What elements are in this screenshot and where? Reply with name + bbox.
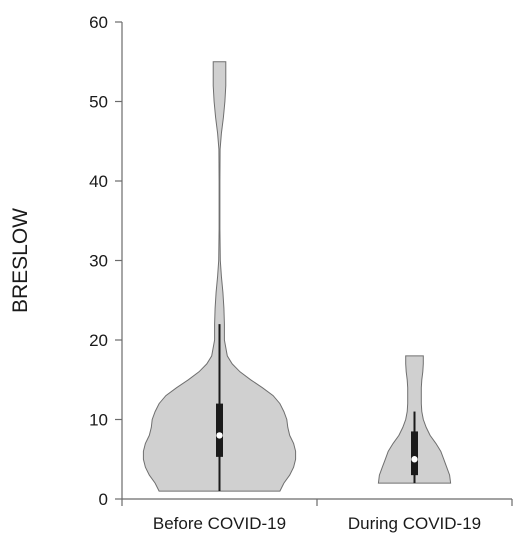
y-axis-title: BRESLOW: [9, 208, 32, 313]
violin-iqr-box: [411, 431, 418, 476]
y-tick-label: 0: [99, 490, 108, 509]
violins: [142, 61, 452, 492]
y-tick-label: 10: [89, 411, 108, 430]
y-tick-label: 30: [89, 252, 108, 271]
y-tick-label: 20: [89, 331, 108, 350]
violin-body: [142, 61, 297, 492]
y-tick-label: 50: [89, 93, 108, 112]
x-axis: Before COVID-19 During COVID-19: [121, 498, 513, 533]
violin-median-dot: [216, 432, 223, 439]
x-tick-label: Before COVID-19: [153, 514, 286, 533]
y-tick-label: 40: [89, 172, 108, 191]
y-axis: 0 10 20 30 40 50 60: [89, 13, 123, 509]
x-tick-label: During COVID-19: [348, 514, 481, 533]
violin-median-dot: [411, 456, 418, 463]
y-tick-label: 60: [89, 13, 108, 32]
violin-iqr-box: [216, 403, 223, 457]
